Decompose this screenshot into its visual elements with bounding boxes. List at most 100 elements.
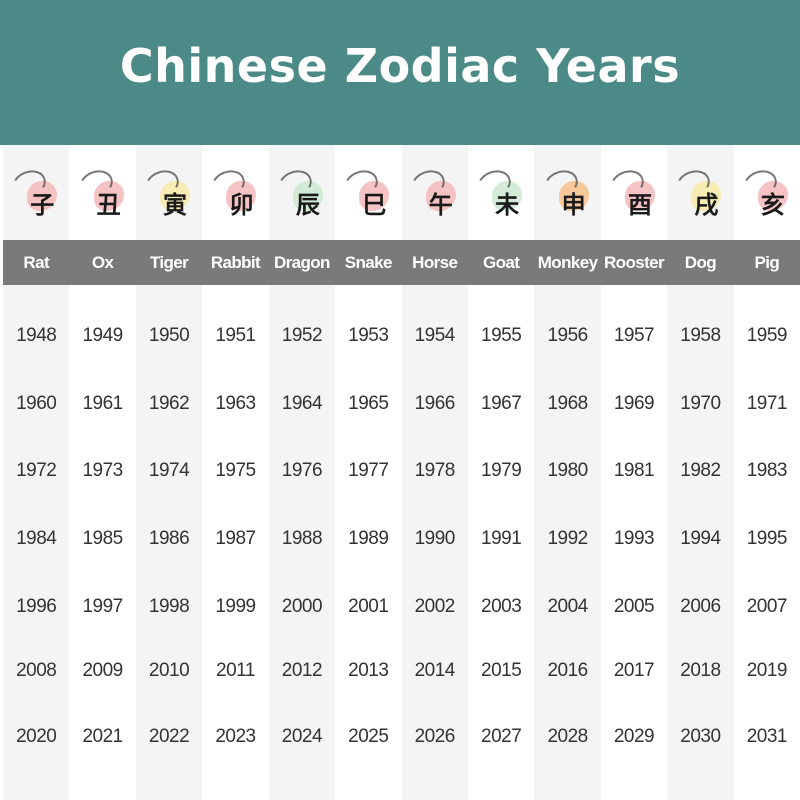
year-cell: 2005 [613,596,655,617]
year-cell: 2023 [215,726,256,747]
year-cell: 1966 [414,393,456,414]
year-cell: 1972 [16,460,57,481]
animal-name: Pig [754,253,780,272]
dog-illustration-icon: 戌 [667,145,733,240]
color-blob [558,180,589,211]
label-band [667,240,734,285]
year-cell: 1952 [281,325,323,346]
label-band [135,240,203,285]
year-cell: 2006 [680,596,721,617]
year-cell: 1988 [281,528,323,549]
year-cell: 1995 [746,528,788,549]
color-blob [757,180,788,211]
year-cell: 1983 [746,460,788,481]
zodiac-glyph: 未 [495,190,520,219]
zodiac-glyph: 子 [30,190,55,219]
year-cell: 2026 [414,726,456,747]
year-cell: 1989 [348,528,389,549]
zodiac-glyph: 戌 [694,190,719,219]
year-cell: 1987 [215,528,256,549]
year-cell: 2030 [680,726,721,747]
zodiac-glyph: 丑 [96,190,121,219]
zodiac-column-pig: 亥 Pig 1959 1971 1983 1995 2007 2019 2031 [733,145,800,800]
year-cell: 2020 [16,726,57,747]
zodiac-glyph: 午 [428,190,453,219]
year-cell: 2028 [547,726,588,747]
year-cell: 1980 [547,460,588,481]
horse-illustration-icon: 午 [402,145,468,240]
year-cell: 1991 [481,528,522,549]
zodiac-glyph: 酉 [628,190,652,219]
goat-illustration-icon: 未 [468,145,534,240]
year-cell: 2004 [547,596,588,617]
year-cell: 1982 [680,460,721,481]
year-cell: 2000 [281,596,323,617]
year-cell: 1977 [348,460,389,481]
color-blob [425,180,456,211]
zodiac-column-rat: 子 Rat 1948 1960 1972 1984 1996 2008 2020 [3,145,70,800]
year-cell: 1979 [481,460,522,481]
year-cell: 2007 [746,596,788,617]
zodiac-glyph: 亥 [760,190,785,219]
animal-name: Rabbit [210,253,261,272]
label-band [268,240,336,285]
year-cell: 1949 [82,325,123,346]
year-cell: 1956 [547,325,588,346]
zodiac-column-goat: 未 Goat 1955 1967 1979 1991 2003 2015 2027 [467,145,535,800]
label-band [335,240,402,285]
label-band [467,240,535,285]
year-cell: 2001 [348,596,389,617]
year-cell: 1963 [215,393,256,414]
year-cell: 1959 [746,325,788,346]
zodiac-table: 子 Rat 1948 1960 1972 1984 1996 2008 2020 丑 Ox 19… [3,145,800,800]
year-cell: 1970 [680,393,721,414]
year-cell: 2019 [746,660,788,681]
label-band [69,240,136,285]
rooster-illustration-icon: 酉 [601,145,667,240]
year-cell: 2009 [82,660,123,681]
color-blob [691,180,722,211]
year-cell: 1969 [613,393,655,414]
year-cell: 1960 [16,393,57,414]
year-cell: 1965 [348,393,389,414]
year-cell: 1971 [746,393,788,414]
year-cell: 2008 [16,660,57,681]
year-cell: 2017 [613,660,655,681]
year-cell: 1994 [680,528,721,549]
label-band [3,240,70,285]
color-blob [93,180,124,211]
year-cell: 2014 [414,660,456,681]
year-cell: 1967 [481,393,522,414]
animal-name: Horse [412,253,458,272]
color-blob [292,180,323,211]
year-cell: 2003 [481,596,522,617]
pig-illustration-icon: 亥 [734,145,800,240]
year-cell: 1955 [481,325,522,346]
animal-name: Rooster [603,253,665,272]
year-cell: 1950 [148,325,190,346]
year-cell: 1953 [348,325,389,346]
year-cell: 1948 [16,325,57,346]
year-cell: 2029 [613,726,655,747]
year-cell: 2010 [148,660,190,681]
zodiac-glyph: 辰 [295,190,320,219]
label-band [534,240,601,285]
color-blob [625,180,655,211]
year-cell: 1986 [148,528,190,549]
year-cell: 1962 [148,393,190,414]
year-cell: 1964 [281,393,323,414]
year-cell: 1968 [547,393,588,414]
year-cell: 1954 [414,325,456,346]
year-cell: 1973 [82,460,123,481]
page-title: Chinese Zodiac Years [119,38,681,93]
year-cell: 1985 [82,528,123,549]
label-band [600,240,668,285]
year-cell: 1976 [281,460,323,481]
color-blob [160,180,191,211]
dragon-illustration-icon: 辰 [269,145,335,240]
year-cell: 2002 [414,596,456,617]
color-blob [359,180,390,211]
animal-name: Monkey [537,253,598,272]
animal-name: Ox [91,253,114,272]
animal-name: Dragon [273,253,331,272]
